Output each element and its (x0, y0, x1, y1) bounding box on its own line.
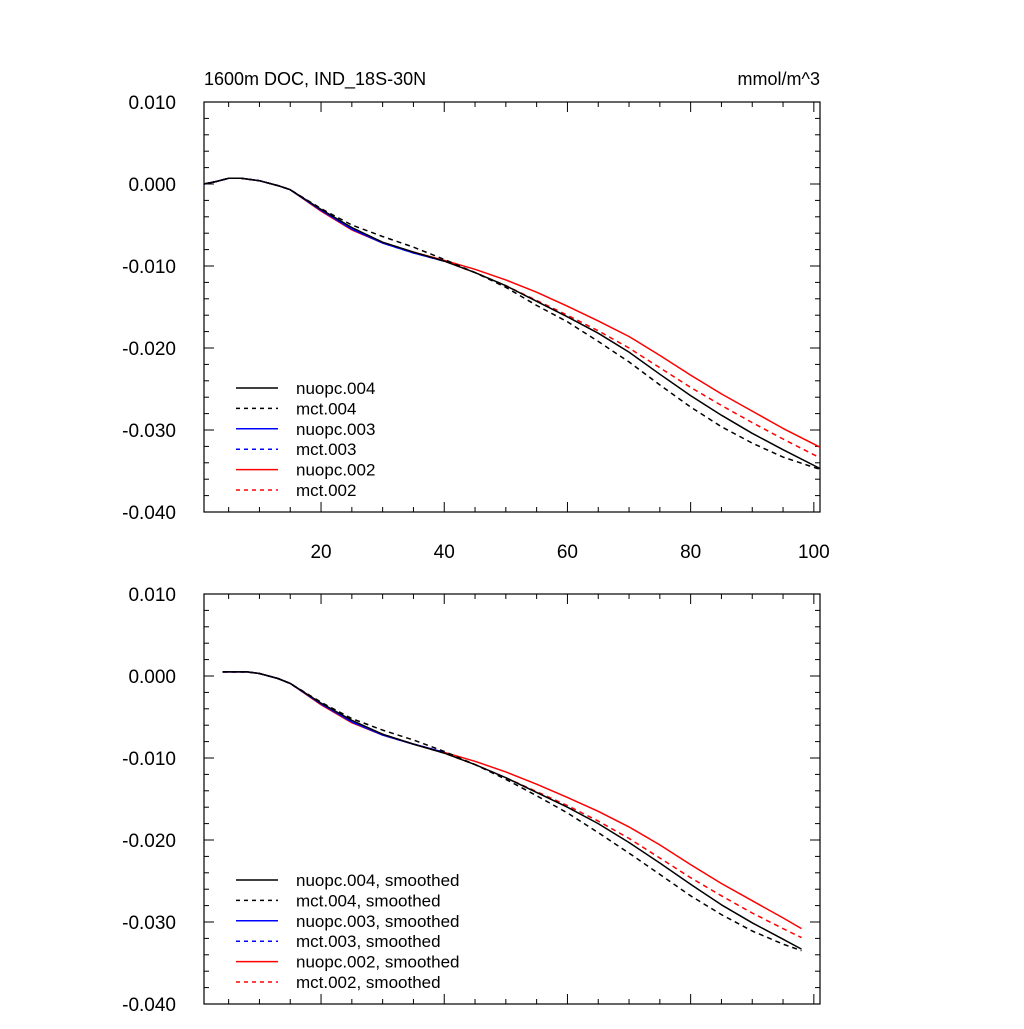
legend-entry: mct.004, smoothed (296, 891, 441, 910)
y-tick-label: 0.010 (128, 93, 176, 114)
x-tick-label: 100 (798, 542, 830, 563)
legend-entry: nuopc.002 (296, 461, 375, 480)
y-tick-label: 0.000 (128, 175, 176, 196)
y-tick-label: -0.010 (122, 749, 176, 770)
legend-entry: nuopc.004 (296, 379, 375, 398)
legend-entry: mct.003 (296, 440, 356, 459)
legend-entry: mct.002, smoothed (296, 973, 441, 992)
series-line-mct-003 (203, 177, 445, 262)
y-tick-label: -0.040 (122, 995, 176, 1016)
x-tick-label: 20 (310, 542, 331, 563)
y-tick-label: -0.030 (122, 913, 176, 934)
series-line-nuopc-003 (203, 177, 445, 262)
x-tick-label: 80 (680, 542, 701, 563)
plot-frame (203, 101, 821, 513)
y-tick-label: -0.020 (122, 831, 176, 852)
series-line-nuopc-002 (222, 671, 802, 930)
top-panel: 20 40 60 80 100 0.010 0.000 -0.010 -0.020 -0.030 -… (122, 69, 830, 563)
legend-entry: mct.002 (296, 481, 356, 500)
x-tick-label: 60 (557, 542, 578, 563)
series-line-nuopc-004 (203, 177, 821, 470)
y-tick-label: -0.020 (122, 339, 176, 360)
legend-entry: nuopc.003, smoothed (296, 912, 460, 931)
x-tick-label: 40 (434, 542, 455, 563)
series-line-mct-002 (203, 177, 821, 459)
legend-entry: nuopc.003 (296, 420, 375, 439)
legend-entry: nuopc.004, smoothed (296, 871, 460, 890)
legend-entry: nuopc.002, smoothed (296, 953, 460, 972)
legend-entry: mct.004 (296, 399, 356, 418)
plot-frame (203, 593, 821, 1005)
y-tick-label: -0.030 (122, 421, 176, 442)
y-tick-label: -0.040 (122, 503, 176, 524)
chart-units: mmol/m^3 (738, 69, 820, 89)
y-tick-label: 0.000 (128, 667, 176, 688)
bottom-panel: 0.010 0.000 -0.010 -0.020 -0.030 -0.040 nuopc.… (122, 585, 821, 1016)
y-tick-label: 0.010 (128, 585, 176, 606)
series-line-nuopc-004 (222, 671, 802, 950)
series-line-mct-004 (203, 177, 821, 471)
y-tick-label: -0.010 (122, 257, 176, 278)
legend-entry: mct.003, smoothed (296, 932, 441, 951)
chart-title: 1600m DOC, IND_18S-30N (204, 69, 426, 90)
